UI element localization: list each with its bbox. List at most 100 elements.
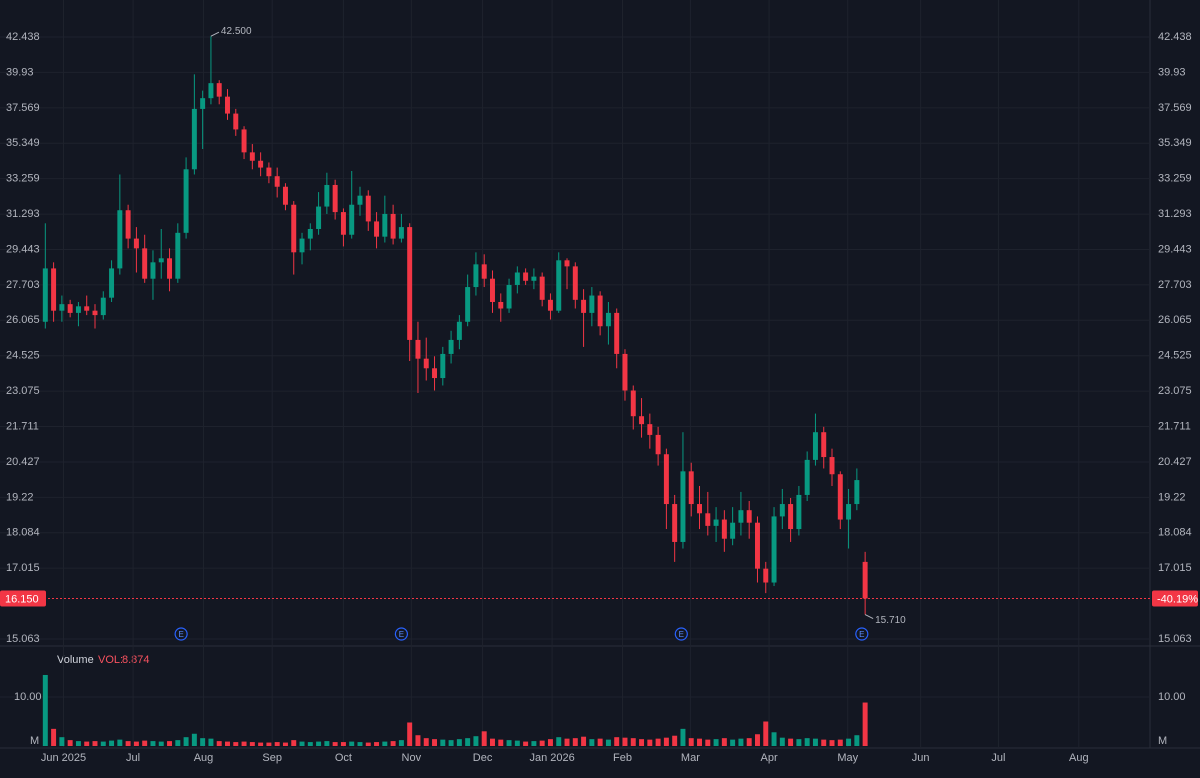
candle-body xyxy=(539,276,545,300)
volume-bar xyxy=(622,737,628,746)
candle-body xyxy=(92,310,98,316)
candle-body xyxy=(109,268,115,298)
y-tick-label: 24.525 xyxy=(1158,350,1192,362)
x-tick-label: Aug xyxy=(194,752,214,764)
candle-body xyxy=(564,260,570,267)
volume-bar xyxy=(142,740,148,746)
x-tick-label: Dec xyxy=(473,752,493,764)
volume-bar xyxy=(680,728,686,746)
volume-bar xyxy=(779,737,785,746)
volume-bar xyxy=(688,738,694,746)
candle-body xyxy=(812,432,818,460)
volume-bar xyxy=(572,738,578,746)
y-tick-label: 29.443 xyxy=(6,243,40,255)
y-tick-label: 17.015 xyxy=(6,562,40,574)
candle-body xyxy=(738,510,744,523)
candle-body xyxy=(862,561,868,599)
volume-bar xyxy=(440,739,446,746)
volume-bar xyxy=(299,741,305,746)
candle-body xyxy=(465,287,471,322)
candle-body xyxy=(225,96,230,114)
volume-bar xyxy=(846,738,852,746)
volume-bar xyxy=(614,737,620,746)
grid xyxy=(0,0,1150,748)
volume-bar xyxy=(241,741,247,746)
candle-body xyxy=(398,227,404,239)
volume-bar xyxy=(167,741,173,746)
y-tick-label: 42.438 xyxy=(6,31,40,43)
earnings-marker-label: E xyxy=(178,630,183,639)
volume-bar xyxy=(448,740,454,746)
y-tick-label: 15.063 xyxy=(1158,633,1192,645)
volume-label: VOL: xyxy=(98,654,123,666)
candle-body xyxy=(531,276,537,281)
x-tick-label: Aug xyxy=(1069,752,1089,764)
volume-bar xyxy=(506,740,512,746)
volume-bar xyxy=(332,742,338,746)
volume-bar xyxy=(258,742,264,746)
candle-body xyxy=(746,510,752,523)
candle-body xyxy=(274,176,280,187)
volume-bar xyxy=(556,737,562,746)
volume-bar xyxy=(754,734,760,746)
candle-body xyxy=(846,504,852,520)
candle-body xyxy=(581,299,587,313)
x-tick-label: Jun xyxy=(912,752,930,764)
candle-body xyxy=(282,186,288,205)
candle-body xyxy=(299,238,305,253)
candle-body xyxy=(829,457,835,475)
candle-body xyxy=(100,297,106,316)
y-tick-label: 33.259 xyxy=(6,173,40,185)
volume-bar xyxy=(282,742,288,746)
x-tick-label: Mar xyxy=(681,752,700,764)
candle-body xyxy=(597,295,603,327)
candle-body xyxy=(672,504,678,542)
candle-body xyxy=(713,519,719,526)
volume-bar xyxy=(274,742,280,746)
candle-body xyxy=(249,152,255,161)
volume-bar xyxy=(788,738,794,746)
candle-body xyxy=(432,368,438,379)
volume-bar xyxy=(581,736,587,746)
volume-bar xyxy=(821,739,827,746)
volume-bar xyxy=(837,739,843,746)
x-tick-label: Sep xyxy=(262,752,282,764)
y-tick-label: 37.569 xyxy=(1158,102,1192,114)
candle-body xyxy=(572,266,578,300)
candle-body xyxy=(730,522,736,539)
y-tick-label: 21.711 xyxy=(6,420,39,432)
candle-body xyxy=(191,108,197,170)
candle-body xyxy=(614,312,620,354)
volume-bar xyxy=(639,739,645,746)
candle-body xyxy=(75,306,81,313)
earnings-marker-label: E xyxy=(679,630,684,639)
earnings-marker xyxy=(394,627,408,641)
candle-body xyxy=(481,264,487,279)
volume-bar xyxy=(200,738,206,746)
candle-body xyxy=(448,339,454,354)
x-tick-label: Feb xyxy=(613,752,632,764)
y-tick-label: 20.427 xyxy=(6,456,40,468)
candle-body xyxy=(456,321,462,340)
low-marker-label: 15.710 xyxy=(875,615,906,626)
volume-bar xyxy=(374,742,380,746)
candle-body xyxy=(771,516,777,583)
candle-body xyxy=(117,210,123,269)
volume-bar xyxy=(605,739,611,746)
candle-body xyxy=(498,301,504,309)
y-tick-label: 21.711 xyxy=(1158,420,1191,432)
candle-body xyxy=(804,459,810,495)
high-marker-line xyxy=(210,31,220,37)
candle-body xyxy=(233,113,239,130)
candle-body xyxy=(142,248,148,279)
volume-bar xyxy=(597,738,603,746)
candle-body xyxy=(241,129,247,153)
last-price-label: 16.150 xyxy=(5,593,39,605)
volume-tick-label: 10.00 xyxy=(1158,691,1186,703)
y-tick-label: 31.293 xyxy=(1158,208,1192,220)
candle-body xyxy=(821,432,827,458)
volume-bar xyxy=(456,739,462,746)
candle-body xyxy=(158,258,164,263)
candle-body xyxy=(291,204,297,253)
candle-body xyxy=(150,262,156,279)
